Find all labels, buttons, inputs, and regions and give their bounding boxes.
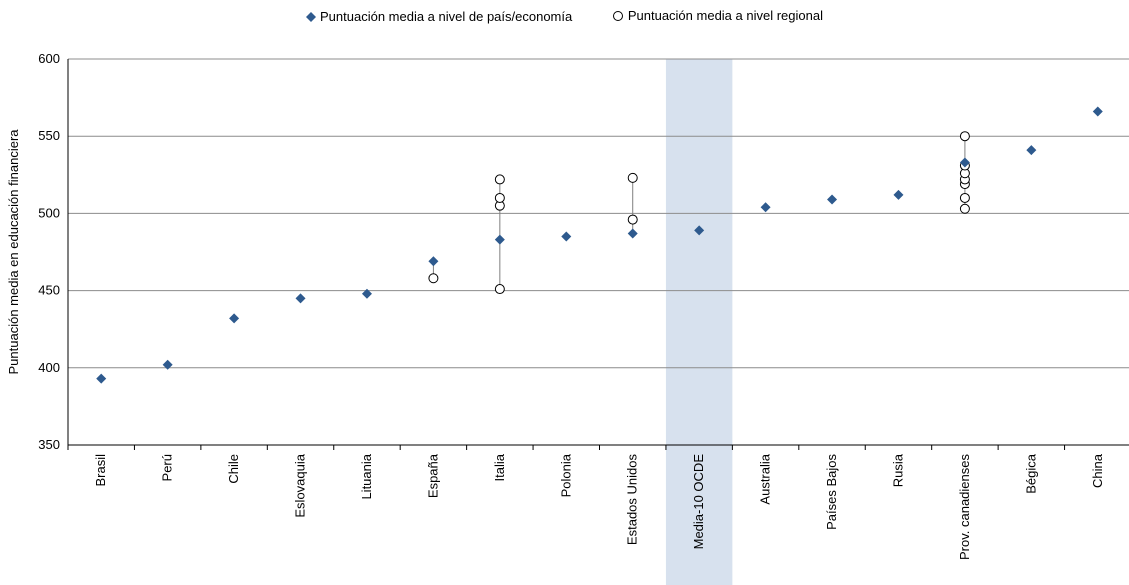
regional-point	[428, 273, 439, 284]
x-tick-label: Brasil	[93, 454, 108, 487]
x-tick-label: Rusia	[890, 453, 905, 487]
x-tick-label: Prov. canadienses	[957, 454, 972, 560]
x-tick-label: Perú	[160, 454, 175, 481]
country-point	[229, 313, 240, 324]
legend-item-country: Puntuación media a nivel de país/economí…	[306, 9, 572, 24]
country-point	[1092, 106, 1103, 117]
x-tick-label: Lituania	[359, 453, 374, 499]
y-tick-label: 600	[38, 51, 60, 66]
diamond-marker-icon	[306, 11, 316, 22]
y-tick-label: 350	[38, 437, 60, 452]
legend-label-regional: Puntuación media a nivel regional	[627, 8, 823, 23]
x-tick-label: Estados Unidos	[625, 454, 640, 546]
circle-marker-icon	[612, 10, 623, 21]
x-tick-label: Bégica	[1023, 453, 1038, 494]
legend-label-country: Puntuación media a nivel de país/economí…	[320, 9, 573, 24]
country-point	[295, 293, 306, 304]
y-axis-label: Puntuación media en educación financiera	[6, 129, 21, 375]
x-tick-label: Chile	[226, 454, 241, 484]
country-point	[694, 225, 705, 236]
regional-point	[959, 192, 970, 203]
x-tick-label: Eslovaquia	[293, 453, 308, 517]
legend: Puntuación media a nivel de país/economí…	[0, 8, 1129, 25]
country-point	[428, 256, 439, 267]
regional-point	[494, 174, 505, 185]
legend-item-regional: Puntuación media a nivel regional	[612, 8, 823, 23]
country-point	[494, 234, 505, 245]
regional-point	[494, 192, 505, 203]
country-point	[1026, 145, 1037, 156]
y-tick-label: 400	[38, 360, 60, 375]
x-tick-label: China	[1090, 453, 1105, 488]
x-tick-label: Polonia	[558, 453, 573, 497]
country-point	[959, 157, 970, 168]
regional-point	[959, 131, 970, 142]
country-point	[893, 189, 904, 200]
country-point	[162, 359, 173, 370]
country-point	[96, 373, 107, 384]
x-tick-label: Italia	[492, 453, 507, 481]
country-point	[361, 288, 372, 299]
regional-point	[494, 284, 505, 295]
y-tick-label: 550	[38, 128, 60, 143]
highlight-band	[665, 59, 733, 585]
y-tick-label: 450	[38, 283, 60, 298]
x-tick-label: España	[425, 453, 440, 498]
regional-point	[627, 214, 638, 225]
country-point	[827, 194, 838, 205]
x-tick-label: Australia	[758, 453, 773, 504]
x-tick-label: Países Bajos	[824, 454, 839, 530]
country-point	[627, 228, 638, 239]
x-tick-label: Media-10 OCDE	[691, 454, 706, 550]
regional-point	[959, 203, 970, 214]
y-tick-label: 500	[38, 205, 60, 220]
regional-point	[627, 172, 638, 183]
country-point	[561, 231, 572, 242]
country-point	[760, 202, 771, 213]
